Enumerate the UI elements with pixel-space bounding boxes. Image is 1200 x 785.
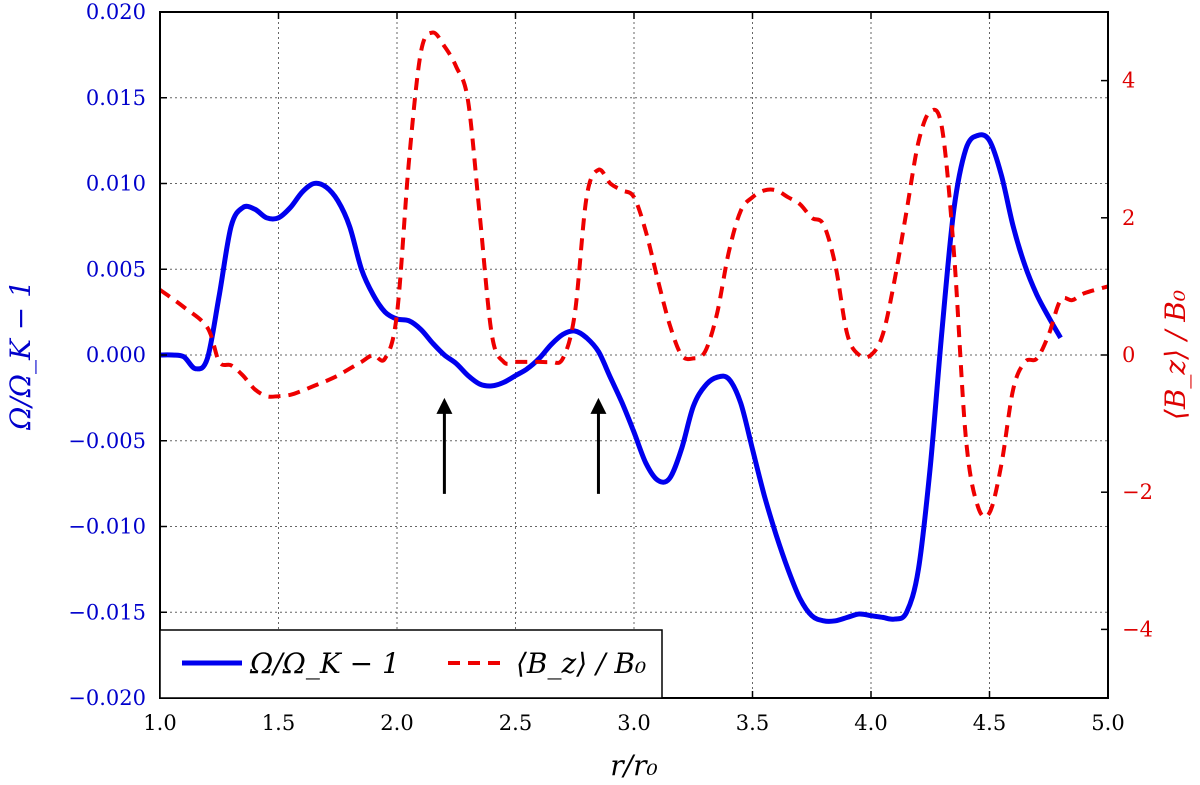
y-right-tick-label: 2	[1122, 206, 1135, 230]
annotation-arrow-head	[590, 397, 607, 414]
x-tick-label: 1.5	[262, 711, 295, 735]
legend: Ω/Ω_K − 1 ⟨B_z⟩ / B₀	[159, 629, 663, 699]
arrows	[436, 397, 607, 494]
y-left-tick-label: 0.020	[86, 0, 146, 24]
ticks: 1.0 1.5 2.0 2.5 3.0 3.5 4.0 4.5 5.0 0.020 0.015 0.0…	[68, 0, 1153, 735]
y-left-tick-label: −0.010	[68, 515, 146, 539]
annotation-arrow-head	[436, 397, 453, 414]
x-tick-label: 2.5	[499, 711, 532, 735]
y-left-tick-label: −0.005	[68, 429, 146, 453]
y-right-tick-label: −4	[1122, 617, 1153, 641]
y-right-axis-label: ⟨B_z⟩ / B₀	[1159, 290, 1192, 420]
y-right-tick-label: −2	[1122, 480, 1153, 504]
annotation-arrow	[436, 397, 453, 494]
y-left-tick-label: 0.015	[86, 86, 146, 110]
y-left-tick-label: 0.010	[86, 172, 146, 196]
x-tick-label: 2.0	[380, 711, 413, 735]
x-tick-label: 3.5	[736, 711, 769, 735]
series-bz-line	[158, 30, 1109, 519]
y-right-tick-label: 4	[1122, 69, 1135, 93]
x-tick-label: 5.0	[1091, 711, 1124, 735]
annotation-arrow	[590, 397, 607, 494]
x-tick-label: 4.5	[973, 711, 1006, 735]
legend-label-omega: Ω/Ω_K − 1	[249, 647, 400, 680]
x-tick-label: 3.0	[617, 711, 650, 735]
y-left-tick-label: 0.000	[86, 343, 146, 367]
x-tick-label: 4.0	[854, 711, 887, 735]
y-left-tick-label: −0.015	[68, 600, 146, 624]
legend-box	[159, 629, 663, 699]
legend-label-bz: ⟨B_z⟩ / B₀	[516, 647, 646, 680]
series-layer	[158, 30, 1109, 624]
y-left-tick-label: 0.005	[86, 257, 146, 281]
x-tick-label: 1.0	[143, 711, 176, 735]
y-left-axis-label: Ω/Ω_K − 1	[4, 280, 37, 431]
y-left-tick-label: −0.020	[68, 686, 146, 710]
x-axis-label: r/r₀	[610, 749, 657, 782]
grid	[160, 12, 1108, 698]
y-right-tick-label: 0	[1122, 343, 1135, 367]
series-omega-line	[159, 132, 1063, 624]
